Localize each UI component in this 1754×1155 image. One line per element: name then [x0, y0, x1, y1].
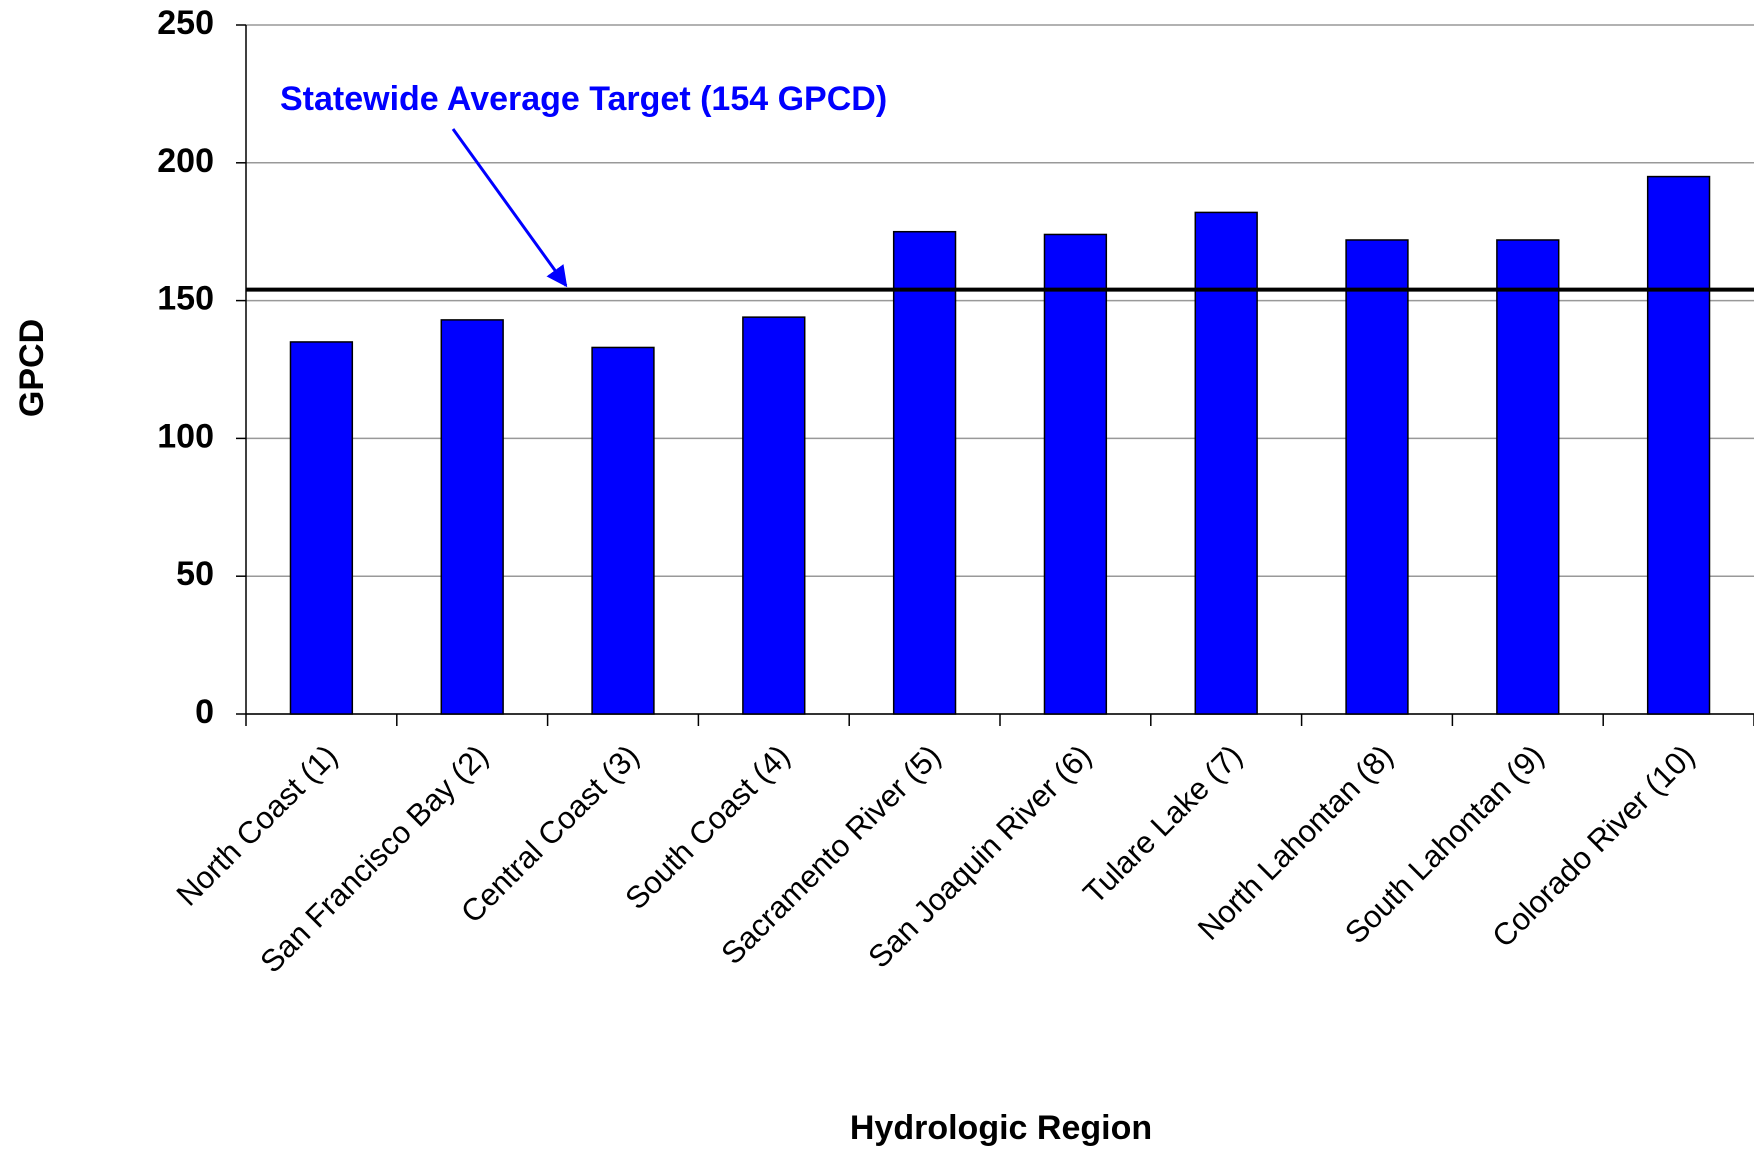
bar: [1646, 175, 1711, 715]
y-tick-label: 50: [176, 555, 214, 593]
y-tick-label: 100: [157, 417, 214, 455]
y-axis-title: GPCD: [13, 319, 51, 417]
bar: [1043, 233, 1108, 715]
bar: [1194, 211, 1258, 715]
y-tick-label: 200: [157, 142, 214, 180]
bar: [742, 316, 806, 715]
y-tick-label: 150: [157, 280, 214, 318]
annotation-arrow: [451, 128, 568, 288]
y-tick-label: 0: [195, 693, 214, 731]
annotation: Statewide Average Target (154 GPCD): [280, 80, 887, 118]
x-tick-label: Tulare Lake (7): [1076, 738, 1249, 911]
bar: [1345, 239, 1409, 715]
x-tick-label: North Coast (1): [170, 738, 345, 913]
x-axis-title: Hydrologic Region: [850, 1109, 1152, 1147]
bar: [892, 230, 957, 715]
bar: [289, 341, 354, 715]
bar: [440, 319, 504, 715]
bar: [1496, 239, 1560, 715]
bar: [591, 346, 655, 715]
y-tick-label: 250: [157, 4, 214, 42]
